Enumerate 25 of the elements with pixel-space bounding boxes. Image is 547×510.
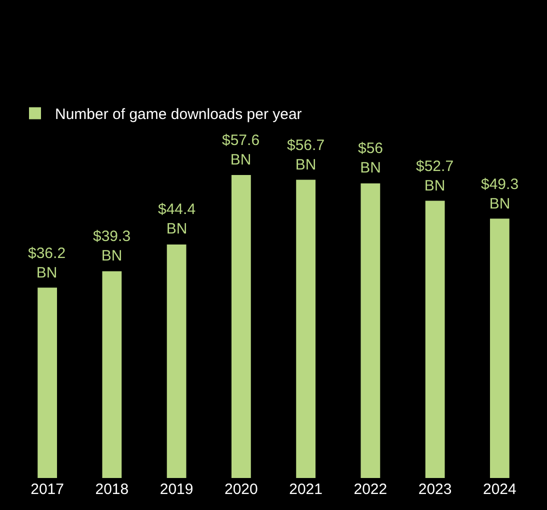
x-tick-label: 2020 [224,481,258,498]
x-tick-label: 2017 [30,481,64,498]
bar [360,183,380,478]
data-label: $44.4 BN [158,201,196,238]
bar [296,180,316,478]
data-label: $52.7 BN [416,158,454,194]
data-label: $56 BN [358,140,384,176]
bar [38,288,58,478]
data-label: $39.3 BN [93,228,131,264]
legend-label: Number of game downloads per year [55,106,302,124]
x-tick-label: 2022 [354,481,388,498]
x-tick-label: 2021 [289,481,322,498]
x-tick-label: 2018 [95,481,129,498]
x-tick-label: 2019 [160,481,194,498]
bar [490,218,510,478]
data-label: $36.2 BN [28,245,66,282]
data-label: $56.7 BN [287,137,325,174]
bar [425,200,445,478]
x-tick-label: 2024 [483,481,516,498]
x-tick-label: 2023 [418,481,452,498]
bar [166,244,186,478]
data-label: $49.3 BN [481,176,519,212]
data-label: $57.6 BN [222,132,260,168]
bar [231,175,251,478]
bar [102,271,122,478]
